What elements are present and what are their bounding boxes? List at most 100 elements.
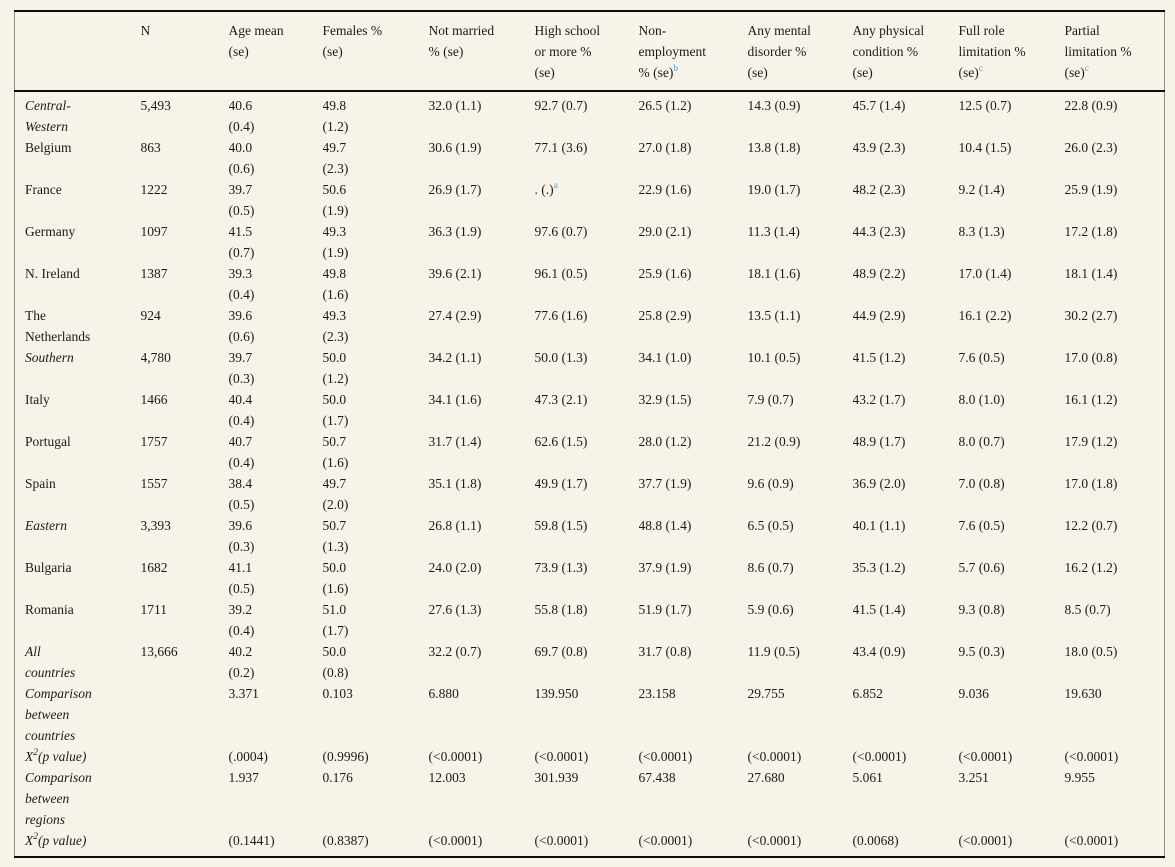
table-cell: 21.2 (0.9) — [747, 434, 801, 449]
footnote-marker: 2 — [33, 747, 38, 758]
table-cell: 301.939 — [534, 770, 579, 785]
row-label: All countries — [25, 644, 76, 680]
table-cell: 40.2 (0.2) — [228, 644, 255, 680]
table-cell: 34.1 (1.6) — [428, 392, 482, 407]
table-cell: 50.0 (1.3) — [534, 350, 588, 365]
table-header: N Age mean (se) Females % (se) Not married … — [14, 11, 1165, 92]
table-cell: 1557 — [140, 476, 168, 491]
table-cell: 25.8 (2.9) — [638, 308, 692, 323]
table-cell: 22.9 (1.6) — [638, 182, 692, 197]
table-cell: (<0.0001) — [1064, 833, 1119, 848]
table-row: N. Ireland 1387 39.3 (0.4) 49.8 (1.6) 39.6 (… — [15, 263, 1165, 305]
table-cell: 16.1 (2.2) — [958, 308, 1012, 323]
table-cell: 8.0 (0.7) — [958, 434, 1005, 449]
footnote-marker: c — [1084, 63, 1089, 74]
table-cell: 1097 — [140, 224, 168, 239]
table-cell: 7.0 (0.8) — [958, 476, 1005, 491]
table-cell: 36.3 (1.9) — [428, 224, 482, 239]
table-cell: 39.7 (0.3) — [228, 350, 255, 386]
table-cell: 10.1 (0.5) — [747, 350, 801, 365]
table-cell: 0.103 — [322, 686, 353, 701]
footnote-marker: a — [553, 180, 558, 191]
column-header: Any mental disorder % (se) — [747, 11, 853, 92]
table-cell: 13.5 (1.1) — [747, 308, 801, 323]
table-cell: 77.6 (1.6) — [534, 308, 588, 323]
table-cell: 17.0 (1.4) — [958, 266, 1012, 281]
table-cell — [141, 683, 229, 746]
column-header: Not married % (se) — [428, 11, 535, 92]
table-cell: 39.6 (0.6) — [228, 308, 255, 344]
table-cell: 18.1 (1.4) — [1064, 266, 1118, 281]
table-cell: 18.0 (0.5) — [1064, 644, 1118, 659]
table-cell: 35.3 (1.2) — [852, 560, 906, 575]
table-row: Italy 1466 40.4 (0.4) 50.0 (1.7) 34.1 (1.6) 4… — [15, 389, 1165, 431]
table-cell: 62.6 (1.5) — [534, 434, 588, 449]
row-label: N. Ireland — [25, 266, 80, 281]
table-cell: 16.2 (1.2) — [1064, 560, 1118, 575]
table-cell: 32.2 (0.7) — [428, 644, 482, 659]
table-cell: 48.9 (1.7) — [852, 434, 906, 449]
table-cell: 25.9 (1.9) — [1064, 182, 1118, 197]
table-cell: 13,666 — [140, 644, 178, 659]
table-cell: 36.9 (2.0) — [852, 476, 906, 491]
table-cell: 1387 — [140, 266, 168, 281]
table-cell: 48.9 (2.2) — [852, 266, 906, 281]
table-cell: 77.1 (3.6) — [534, 140, 588, 155]
table-cell: (<0.0001) — [534, 833, 589, 848]
table-row: Romania 1711 39.2 (0.4) 51.0 (1.7) 27.6 (1.3… — [15, 599, 1165, 641]
table-cell: 1711 — [140, 602, 168, 617]
column-header: Non- employment % (se)b — [638, 11, 748, 92]
table-cell: 5,493 — [140, 98, 171, 113]
table-cell: (0.9996) — [322, 749, 369, 764]
table-cell: 9.955 — [1064, 770, 1095, 785]
table-cell: 34.2 (1.1) — [428, 350, 482, 365]
table-cell: 5.7 (0.6) — [958, 560, 1005, 575]
table-cell: 47.3 (2.1) — [534, 392, 588, 407]
table-cell: 49.8 (1.2) — [322, 98, 349, 134]
table-row: Bulgaria 1682 41.1 (0.5) 50.0 (1.6) 24.0 (2.… — [15, 557, 1165, 599]
table-row: Central- Western 5,493 40.6 (0.4) 49.8 (1.2… — [15, 91, 1165, 137]
table-cell: 43.4 (0.9) — [852, 644, 906, 659]
table-cell: 13.8 (1.8) — [747, 140, 801, 155]
table-row: Comparison between regions 1.937 0.176 12.0… — [15, 767, 1165, 830]
row-label: X2(p value) — [25, 747, 87, 764]
column-header: Age mean (se) — [228, 11, 323, 92]
table-cell: (0.8387) — [322, 833, 369, 848]
row-label: Spain — [25, 476, 56, 491]
table-cell: 924 — [140, 308, 161, 323]
table-cell: 17.2 (1.8) — [1064, 224, 1118, 239]
table-cell: 12.2 (0.7) — [1064, 518, 1118, 533]
table-row: Eastern 3,393 39.6 (0.3) 50.7 (1.3) 26.8 (1.… — [15, 515, 1165, 557]
table-cell: 30.2 (2.7) — [1064, 308, 1118, 323]
row-label: Portugal — [25, 434, 71, 449]
table-cell: 43.2 (1.7) — [852, 392, 906, 407]
footnote-marker: b — [673, 63, 679, 74]
table-cell: 49.7 (2.3) — [322, 140, 349, 176]
footnote-marker: c — [978, 63, 983, 74]
table-row: X2(p value) (.0004) (0.9996) (<0.0001) (<0.0… — [15, 746, 1165, 767]
table-cell: 26.5 (1.2) — [638, 98, 692, 113]
table-cell: 34.1 (1.0) — [638, 350, 692, 365]
table-cell: 3.371 — [228, 686, 259, 701]
table-cell: 50.0 (1.6) — [322, 560, 349, 596]
table-cell: 41.1 (0.5) — [228, 560, 255, 596]
table-cell: 1682 — [140, 560, 168, 575]
table-cell: 8.6 (0.7) — [747, 560, 794, 575]
table-cell: 25.9 (1.6) — [638, 266, 692, 281]
table-cell: 11.9 (0.5) — [747, 644, 800, 659]
table-cell: 9.6 (0.9) — [747, 476, 794, 491]
table-cell: 27.4 (2.9) — [428, 308, 482, 323]
table-cell: 49.3 (1.9) — [322, 224, 349, 260]
table-cell: 49.8 (1.6) — [322, 266, 349, 302]
table-cell: 17.0 (1.8) — [1064, 476, 1118, 491]
table-cell: 1466 — [140, 392, 168, 407]
table-cell: 31.7 (1.4) — [428, 434, 482, 449]
table-cell: 59.8 (1.5) — [534, 518, 588, 533]
table-row: The Netherlands 924 39.6 (0.6) 49.3 (2.3) 27… — [15, 305, 1165, 347]
table-cell: 41.5 (1.2) — [852, 350, 906, 365]
table-cell: (<0.0001) — [1064, 749, 1119, 764]
row-label: Bulgaria — [25, 560, 72, 575]
table-body: Central- Western 5,493 40.6 (0.4) 49.8 (1.2… — [15, 91, 1165, 857]
table-cell: 41.5 (0.7) — [228, 224, 255, 260]
